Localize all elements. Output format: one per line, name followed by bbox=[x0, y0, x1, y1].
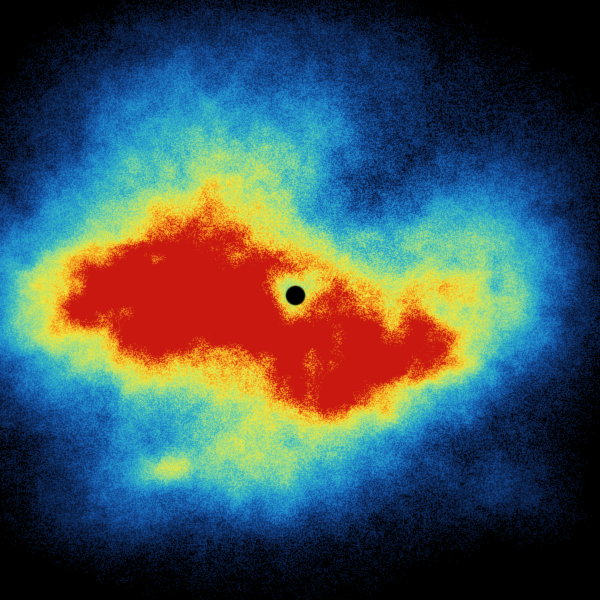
false-color-intensity-map bbox=[0, 0, 600, 600]
image-canvas: False-color astronomical intensity map bbox=[0, 0, 600, 600]
